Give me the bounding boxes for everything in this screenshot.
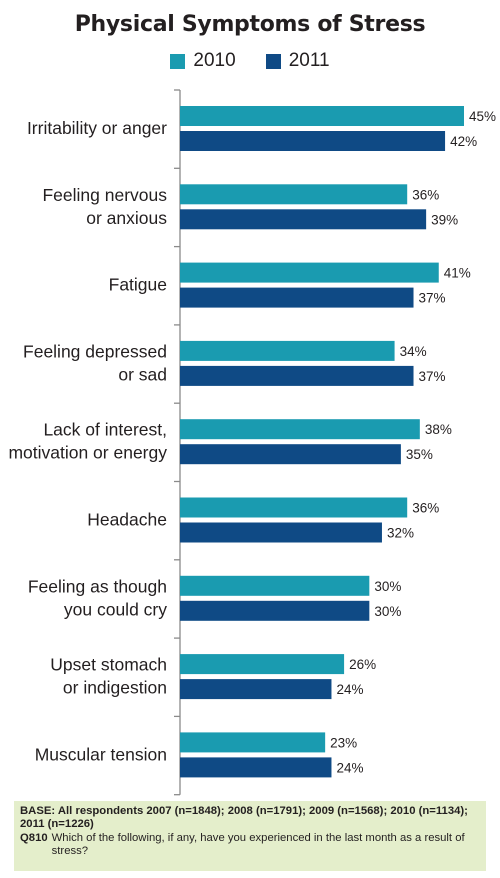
bar-2011 xyxy=(180,757,332,778)
data-label: 36% xyxy=(412,187,439,202)
data-label: 45% xyxy=(469,109,496,124)
data-label: 30% xyxy=(374,604,401,619)
footnote: BASE: All respondents 2007 (n=1848); 200… xyxy=(14,801,486,871)
bar-2010 xyxy=(180,340,395,361)
data-label: 39% xyxy=(431,212,458,227)
category-label: Headache xyxy=(87,510,167,530)
category-label: Feeling nervous xyxy=(42,185,167,205)
category-label: Feeling depressed xyxy=(23,341,167,361)
data-label: 24% xyxy=(336,760,363,775)
data-label: 38% xyxy=(425,422,452,437)
data-label: 41% xyxy=(444,266,471,281)
data-label: 36% xyxy=(412,501,439,516)
category-label: or anxious xyxy=(86,208,167,228)
bar-2011 xyxy=(180,287,414,308)
bar-2010 xyxy=(180,732,326,753)
data-label: 35% xyxy=(406,447,433,462)
bar-2010 xyxy=(180,497,408,518)
bar-2010 xyxy=(180,184,408,205)
legend-item-2011: 2011 xyxy=(265,50,330,72)
category-label: or indigestion xyxy=(63,678,167,698)
legend-item-2010: 2010 xyxy=(170,50,236,72)
footnote-question-id: Q810 xyxy=(20,831,48,844)
legend-label-2010: 2010 xyxy=(193,50,236,71)
category-label: or sad xyxy=(118,364,167,384)
bar-2011 xyxy=(180,679,332,700)
bar-2010 xyxy=(180,419,420,440)
bar-chart: Irritability or anger 45% 42% Feeling nervo… xyxy=(8,89,496,796)
category-label: you could cry xyxy=(64,599,167,619)
legend-label-2011: 2011 xyxy=(288,50,330,71)
data-label: 30% xyxy=(374,579,401,594)
footnote-base: BASE: All respondents 2007 (n=1848); 200… xyxy=(20,805,468,831)
bar-2010 xyxy=(180,262,439,283)
data-label: 34% xyxy=(400,344,427,359)
bar-2010 xyxy=(180,106,464,126)
data-label: 32% xyxy=(387,526,414,541)
category-label: Muscular tension xyxy=(35,744,167,764)
chart-title: Physical Symptoms of Stress xyxy=(74,12,426,37)
category-label: Irritability or anger xyxy=(27,118,167,138)
legend-swatch-2011 xyxy=(265,53,281,69)
bar-2011 xyxy=(180,131,446,151)
data-label: 37% xyxy=(419,291,446,306)
data-label: 24% xyxy=(336,682,363,697)
category-label: Fatigue xyxy=(109,275,167,295)
data-label: 42% xyxy=(450,134,477,149)
category-label: motivation or energy xyxy=(8,443,167,463)
bar-2010 xyxy=(180,654,345,675)
bar-2011 xyxy=(180,444,401,465)
legend-swatch-2010 xyxy=(170,53,186,69)
bar-2011 xyxy=(180,365,414,386)
data-label: 23% xyxy=(330,735,357,750)
data-label: 37% xyxy=(419,369,446,384)
bar-2011 xyxy=(180,522,382,543)
bar-2011 xyxy=(180,209,427,230)
bar-2011 xyxy=(180,600,370,621)
data-label: 26% xyxy=(349,657,376,672)
category-label: Upset stomach xyxy=(50,655,167,675)
bar-2010 xyxy=(180,575,370,596)
legend: 2010 2011 xyxy=(0,50,500,72)
category-label: Feeling as though xyxy=(28,576,167,596)
footnote-question-text: Which of the following, if any, have you… xyxy=(51,831,465,857)
category-label: Lack of interest, xyxy=(43,420,167,440)
